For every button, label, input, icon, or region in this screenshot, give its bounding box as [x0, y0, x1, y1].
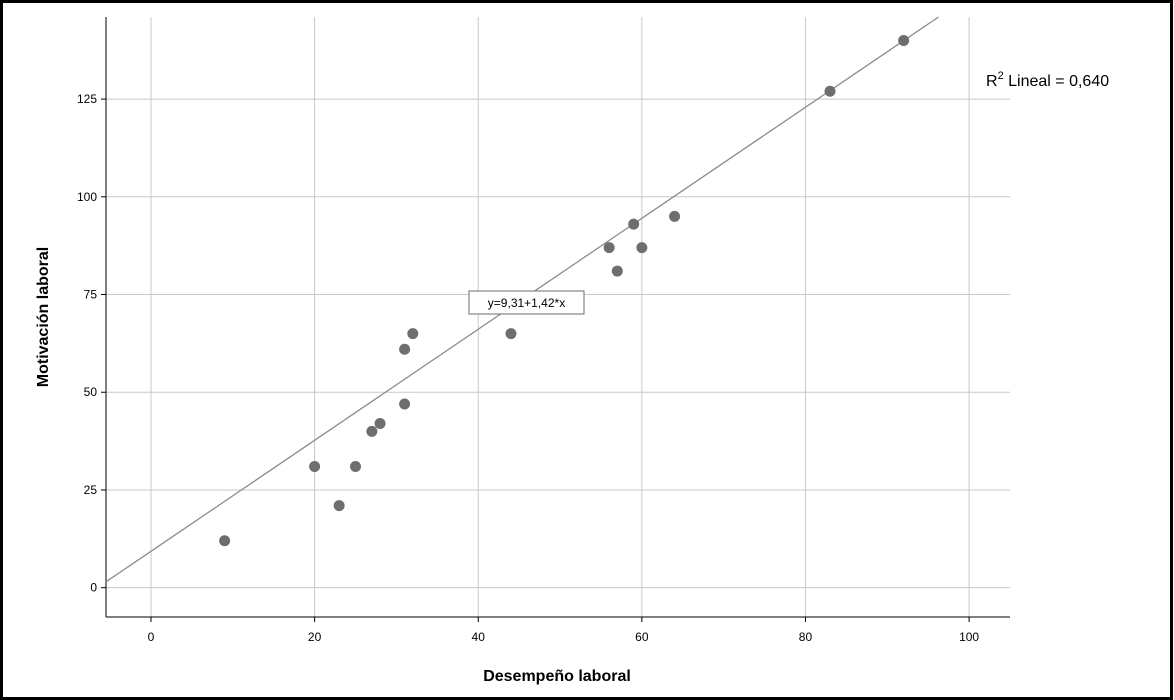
- y-tick-label: 100: [77, 190, 97, 204]
- equation-label: y=9,31+1,42*x: [468, 290, 585, 315]
- data-point: [407, 328, 419, 340]
- y-tick-label: 0: [90, 581, 97, 595]
- x-tick-label: 20: [308, 630, 322, 644]
- tick-labels: 0 20 40 60 80 100 0 25 50 75 100 125: [77, 92, 979, 644]
- y-tick-label: 125: [77, 92, 97, 106]
- data-point: [636, 242, 648, 254]
- grid: [106, 17, 1010, 617]
- x-tick-label: 40: [472, 630, 486, 644]
- data-point: [399, 343, 411, 355]
- axes: [101, 17, 1010, 622]
- data-point: [309, 461, 321, 473]
- data-point: [366, 425, 378, 437]
- data-point: [898, 34, 910, 46]
- r-squared-superscript: 2: [998, 70, 1004, 82]
- data-point: [603, 242, 615, 254]
- x-axis-title: Desempeño laboral: [483, 668, 631, 685]
- y-tick-label: 25: [84, 483, 98, 497]
- data-point: [374, 418, 386, 430]
- data-point: [628, 218, 640, 230]
- data-point: [824, 85, 836, 97]
- data-point: [350, 461, 362, 473]
- x-tick-label: 80: [799, 630, 813, 644]
- y-tick-label: 50: [84, 385, 98, 399]
- data-point: [505, 328, 517, 340]
- x-tick-label: 100: [959, 630, 979, 644]
- r-squared-rest: Lineal = 0,640: [1004, 73, 1110, 90]
- data-point: [219, 535, 231, 547]
- y-tick-label: 75: [84, 288, 98, 302]
- data-point: [611, 265, 623, 277]
- equation-label-text: y=9,31+1,42*x: [488, 296, 565, 310]
- data-points: [219, 34, 910, 547]
- r-squared-label: R2 Lineal = 0,640: [986, 70, 1109, 90]
- x-tick-label: 60: [635, 630, 649, 644]
- r-squared-r: R: [986, 73, 998, 90]
- y-axis-title: Motivación laboral: [35, 247, 52, 387]
- equation-label-box: [468, 290, 585, 315]
- data-point: [669, 210, 681, 222]
- x-tick-label: 0: [148, 630, 155, 644]
- data-point: [399, 398, 411, 410]
- data-point: [333, 500, 345, 512]
